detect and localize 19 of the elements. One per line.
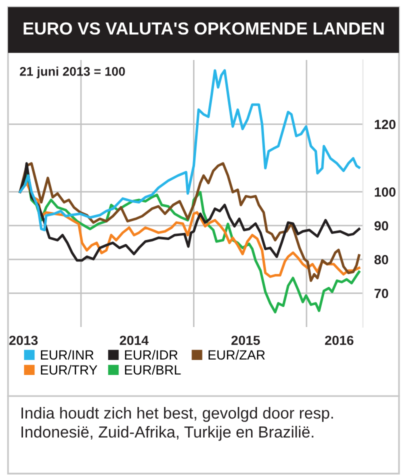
legend-label: EUR/ZAR — [208, 350, 265, 360]
legend-label: EUR/BRL — [125, 364, 181, 375]
y-tick-label: 120 — [374, 120, 396, 130]
x-tick-label: 2014 — [120, 336, 149, 346]
x-tick-label: 2013 — [9, 336, 38, 346]
text: 21 juni 2013 = 100 — [20, 66, 125, 78]
legend-label: EUR/INR — [40, 350, 94, 360]
legend-label: EUR/TRY — [40, 364, 98, 375]
x-tick-label: 2016 — [325, 336, 354, 346]
y-tick-label: 90 — [374, 221, 388, 231]
y-tick-label: 100 — [374, 187, 396, 197]
text: India houdt zich het best, gevolgd door resp. Indonesië, Zuid-Afrika, Turkije en Brazilië. — [22, 406, 333, 441]
y-tick-label: 80 — [374, 254, 388, 264]
line-series — [18, 162, 360, 282]
y-tick-label: 70 — [374, 288, 388, 298]
x-tick-label: 2015 — [231, 336, 260, 346]
line-series — [18, 162, 360, 262]
chart-title: EURO VS VALUTA'S OPKOMENDE LANDEN — [24, 22, 384, 35]
legend-label: EUR/IDR — [125, 350, 178, 360]
